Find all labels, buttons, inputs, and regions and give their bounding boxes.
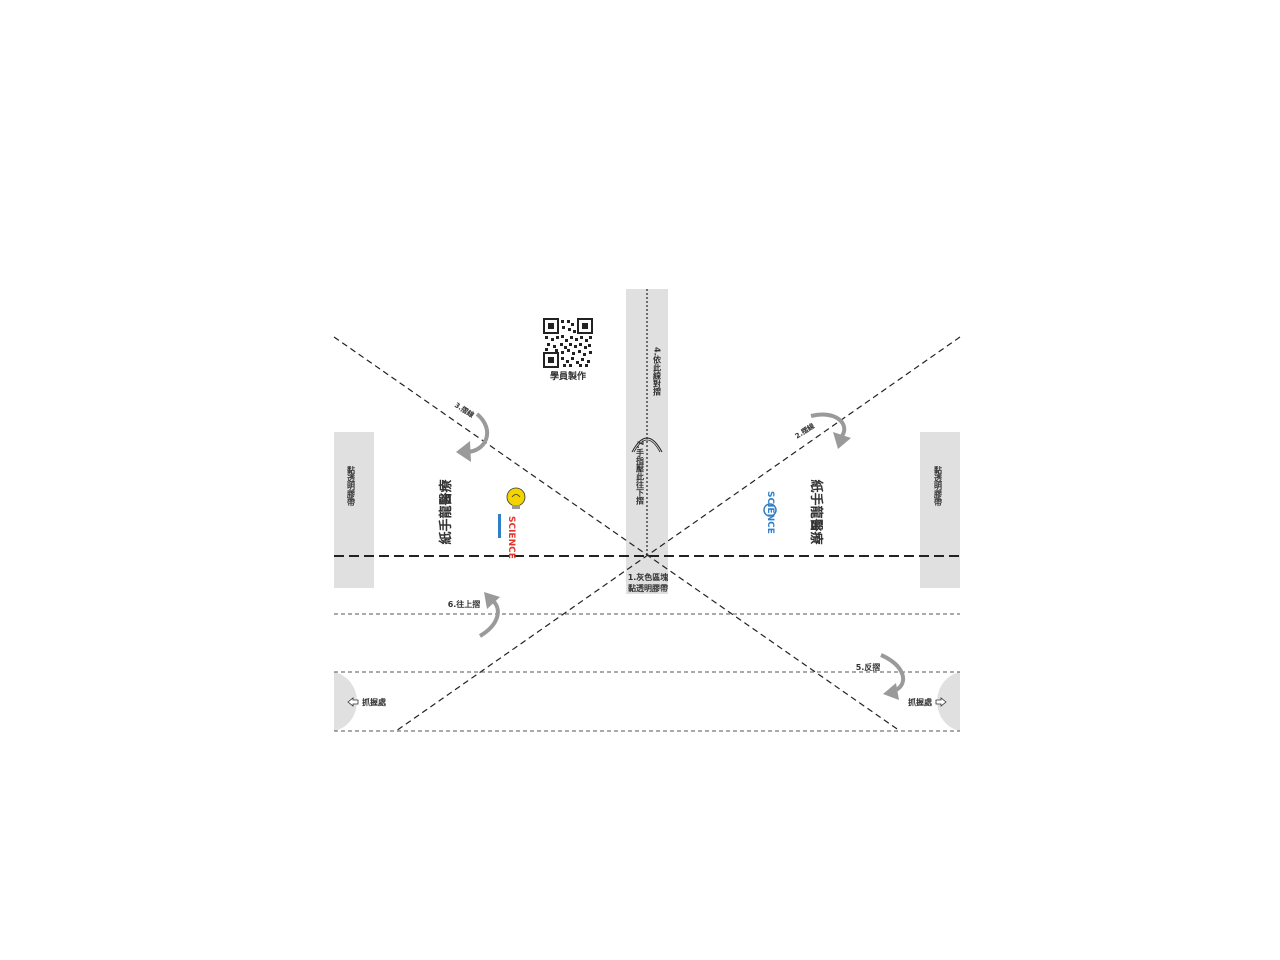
tape-panel-left	[334, 432, 374, 588]
tape-panel-right	[920, 432, 960, 588]
step1-label-line2: 黏透明膠帶	[628, 583, 668, 593]
tape-label-right: 黏透明膠帶	[934, 465, 943, 507]
curved-arrow-head	[883, 683, 899, 700]
diagonal-fold-line-left	[333, 336, 901, 732]
step4-label: 4.依此線對摺	[652, 347, 662, 397]
lightbulb-logo-icon	[506, 487, 526, 509]
curved-arrow-icon	[810, 412, 847, 438]
grip-label-right: 抓握處	[908, 697, 933, 707]
curved-arrow-head	[833, 432, 851, 449]
hollow-arrow-icon	[935, 697, 947, 707]
step3-label: 3.摺線	[453, 400, 476, 419]
science-logo-text-left: SCIENCE	[506, 516, 516, 559]
hollow-arrow-icon	[347, 697, 359, 707]
curved-arrow-head	[484, 592, 500, 609]
qr-caption: 學員製作	[550, 370, 586, 382]
qr-code-icon	[543, 318, 593, 368]
curved-arrow-head	[456, 441, 471, 462]
curved-arrow-icon	[465, 412, 490, 454]
title-right: 紙手龍醫療	[808, 479, 824, 545]
grip-area-left[interactable]	[334, 672, 357, 731]
grip-area-right[interactable]	[937, 672, 960, 731]
science-logo-icon	[763, 503, 777, 517]
science-logo-underline	[498, 514, 501, 538]
finger-press-arc	[631, 437, 663, 453]
tape-label-left: 黏透明膠帶	[347, 465, 356, 507]
grip-label-left: 抓握處	[362, 697, 387, 707]
step5-label: 5.反摺	[856, 662, 881, 672]
step1-label-line1: 1.灰色區塊	[628, 572, 669, 582]
curved-arrow-icon	[880, 653, 906, 692]
diagonal-fold-line-right	[395, 336, 961, 732]
title-left: 紙手龍醫療	[438, 479, 454, 545]
step2-label: 2.摺線	[793, 421, 816, 440]
science-logo-text-right: SCIENCE	[765, 491, 775, 534]
step6-label: 6.往上摺	[448, 599, 481, 609]
step7-label: 7.手指壓此往下摺	[636, 440, 645, 506]
